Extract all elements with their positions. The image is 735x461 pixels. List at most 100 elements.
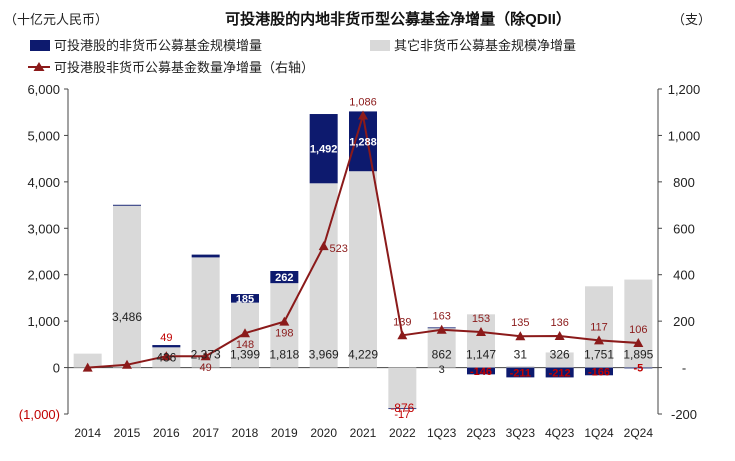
x-axis-tick-label: 1Q23 <box>427 426 457 440</box>
right-axis-tick-label: 600 <box>673 221 695 236</box>
bar-hk <box>545 367 574 378</box>
bar-other <box>545 352 574 368</box>
bar-other-value-label: 4,229 <box>348 348 378 362</box>
bar-other <box>113 205 141 368</box>
bar-other-value-label: 326 <box>550 348 570 362</box>
bar-other-value-label: 1,818 <box>269 348 299 362</box>
bar-hk <box>467 367 495 375</box>
bar-hk-value-label: 185 <box>236 293 254 305</box>
bar-hk <box>349 111 377 172</box>
bar-hk <box>231 294 259 303</box>
left-axis-unit: （十亿元人民币） <box>4 12 108 27</box>
count-value-label: 153 <box>472 313 490 325</box>
bar-hk <box>113 204 141 206</box>
legend-label-other: 其它非货币公募基金规模净增量 <box>394 38 576 53</box>
legend-marker-count <box>33 62 45 71</box>
bar-hk-value-label: -146 <box>470 366 492 378</box>
left-axis-tick-label: 4,000 <box>27 175 60 190</box>
right-axis-tick-label: 200 <box>673 314 695 329</box>
bar-hk <box>309 114 338 184</box>
bar-hk-value-label: -211 <box>510 367 531 379</box>
count-marker <box>358 110 368 120</box>
x-axis-tick-label: 2017 <box>192 426 219 440</box>
x-axis-tick-label: 2019 <box>271 426 298 440</box>
bar-hk-value-label: -212 <box>549 367 571 379</box>
count-value-label: 523 <box>329 243 347 255</box>
count-marker <box>476 327 486 337</box>
bar-hk <box>270 271 299 284</box>
x-axis-tick-label: 3Q23 <box>506 426 536 440</box>
bar-hk-value-label: -17 <box>394 409 410 421</box>
bar-other <box>73 353 102 368</box>
bar-hk <box>506 367 535 378</box>
bar-other <box>349 171 377 368</box>
bar-hk-value-label: 262 <box>275 272 293 284</box>
bar-other <box>427 327 456 368</box>
bar-other-value-label: 1,147 <box>466 348 496 362</box>
bar-hk <box>624 367 653 369</box>
x-axis-tick-label: 2018 <box>232 426 259 440</box>
count-marker <box>633 337 644 347</box>
count-marker <box>594 335 604 345</box>
count-value-label: 163 <box>432 311 450 323</box>
left-axis-tick-label: 3,000 <box>27 221 60 236</box>
right-axis-tick-label: 1,000 <box>668 128 701 143</box>
legend-swatch-hk <box>30 40 50 51</box>
left-axis-tick-label: 1,000 <box>27 314 60 329</box>
right-axis-tick-label: 400 <box>673 268 695 283</box>
bar-other-value-label: 3,969 <box>309 348 339 362</box>
bar-other <box>467 314 495 368</box>
left-axis-tick-label: 0 <box>53 361 60 376</box>
chart-title: 可投港股的内地非货币型公募基金净增量（除QDII） <box>225 10 571 28</box>
count-marker <box>318 241 329 251</box>
bar-other-value-label: 31 <box>514 348 528 362</box>
x-axis-tick-label: 2Q24 <box>624 426 654 440</box>
bar-hk <box>388 408 417 410</box>
bar-other-value-label: 2,373 <box>191 348 221 362</box>
count-marker <box>397 330 408 340</box>
count-value-label: 198 <box>275 328 293 340</box>
bar-other <box>624 279 653 368</box>
bar-other <box>585 286 613 368</box>
bar-other <box>388 367 417 409</box>
x-axis-tick-label: 2014 <box>74 426 101 440</box>
bar-hk-value-label: -5 <box>633 363 643 375</box>
bar-hk <box>191 254 220 258</box>
count-value-label: 117 <box>590 321 608 333</box>
left-axis-tick-label: 2,000 <box>27 268 60 283</box>
x-axis-tick-label: 2021 <box>350 426 377 440</box>
right-axis-tick-label: - <box>682 361 686 376</box>
bar-other-value-label: 3,486 <box>112 310 142 324</box>
legend-label-hk: 可投港股的非货币公募基金规模增量 <box>54 38 262 53</box>
count-marker <box>515 331 526 341</box>
x-axis-tick-label: 2016 <box>153 426 180 440</box>
legend-label-count: 可投港股非货币公募基金数量净增量（右轴） <box>54 60 314 75</box>
bar-other-value-label: 1,751 <box>584 348 614 362</box>
count-marker <box>82 362 93 372</box>
count-value-label: 49 <box>200 362 212 374</box>
bar-other <box>191 257 220 368</box>
left-axis-tick-label: 5,000 <box>27 128 60 143</box>
bar-hk <box>152 345 181 348</box>
count-marker <box>554 331 565 340</box>
x-axis-tick-label: 4Q23 <box>545 426 575 440</box>
x-axis-tick-label: 1Q24 <box>584 426 614 440</box>
bar-hk <box>585 367 613 376</box>
bar-hk-value-label: 1,288 <box>349 136 377 148</box>
count-value-label: 1,086 <box>349 96 377 108</box>
left-axis-tick-label: (1,000) <box>19 407 60 422</box>
count-marker <box>200 351 211 361</box>
right-axis-unit: （支） <box>672 12 711 27</box>
bar-other-value-label: 1,895 <box>623 348 653 362</box>
legend-swatch-other <box>370 40 390 51</box>
count-marker <box>161 351 172 361</box>
x-axis-tick-label: 2015 <box>114 426 141 440</box>
count-value-label: 148 <box>236 339 254 351</box>
count-marker <box>240 328 250 338</box>
count-marker <box>122 359 132 369</box>
bar-other-value-label: 862 <box>432 348 452 362</box>
left-axis-tick-label: 6,000 <box>27 82 60 97</box>
count-value-label: 136 <box>550 317 568 329</box>
right-axis-tick-label: 1,200 <box>668 82 701 97</box>
